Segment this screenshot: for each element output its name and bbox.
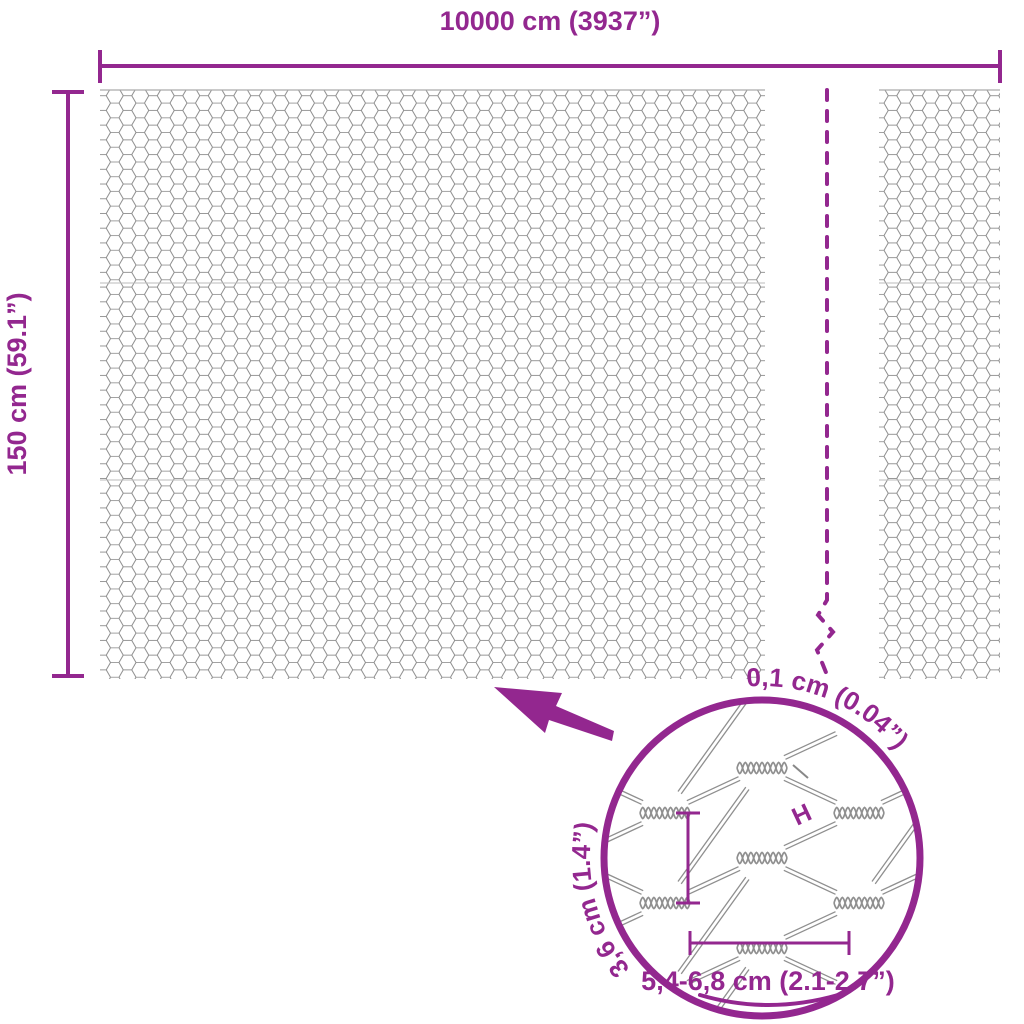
- svg-text:3,6 cm (1.4”): 3,6 cm (1.4”): [566, 819, 635, 983]
- svg-text:10000 cm (3937”): 10000 cm (3937”): [440, 6, 661, 36]
- svg-text:5,4-6,8 cm (2.1-2.7”): 5,4-6,8 cm (2.1-2.7”): [641, 966, 895, 996]
- svg-text:150 cm (59.1”): 150 cm (59.1”): [2, 292, 32, 475]
- svg-text:H: H: [788, 798, 816, 831]
